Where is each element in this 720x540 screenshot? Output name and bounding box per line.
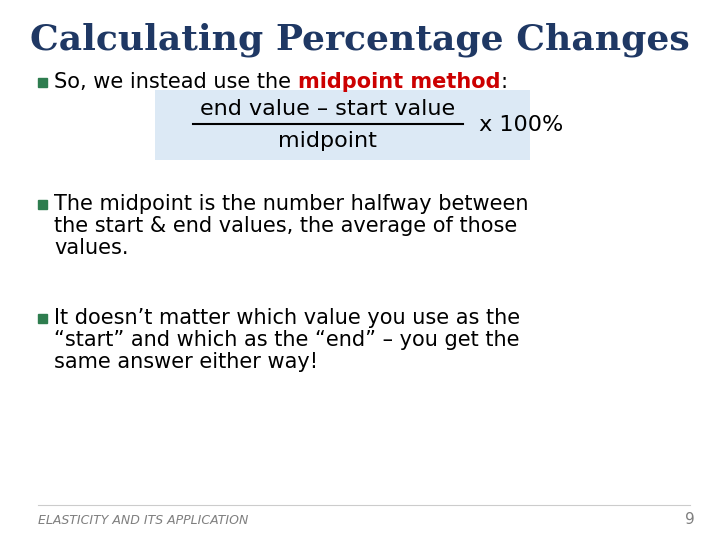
Text: midpoint method: midpoint method bbox=[297, 72, 500, 92]
Bar bbox=[38, 314, 47, 322]
Text: It doesn’t matter which value you use as the: It doesn’t matter which value you use as… bbox=[54, 308, 520, 328]
Bar bbox=[38, 78, 47, 86]
Text: The midpoint is the number halfway between: The midpoint is the number halfway betwe… bbox=[54, 194, 528, 214]
Text: midpoint: midpoint bbox=[278, 131, 377, 151]
Text: 9: 9 bbox=[685, 512, 695, 528]
Text: same answer either way!: same answer either way! bbox=[54, 352, 318, 372]
Text: x 100%: x 100% bbox=[472, 115, 564, 135]
Bar bbox=[38, 199, 47, 208]
Text: “start” and which as the “end” – you get the: “start” and which as the “end” – you get… bbox=[54, 330, 520, 350]
Text: So, we instead use the: So, we instead use the bbox=[54, 72, 297, 92]
Text: the start & end values, the average of those: the start & end values, the average of t… bbox=[54, 216, 517, 236]
Text: values.: values. bbox=[54, 238, 128, 258]
Text: ELASTICITY AND ITS APPLICATION: ELASTICITY AND ITS APPLICATION bbox=[38, 514, 248, 526]
Text: end value – start value: end value – start value bbox=[200, 99, 455, 119]
Text: :: : bbox=[500, 72, 507, 92]
Text: Calculating Percentage Changes: Calculating Percentage Changes bbox=[30, 23, 690, 57]
FancyBboxPatch shape bbox=[155, 90, 530, 160]
